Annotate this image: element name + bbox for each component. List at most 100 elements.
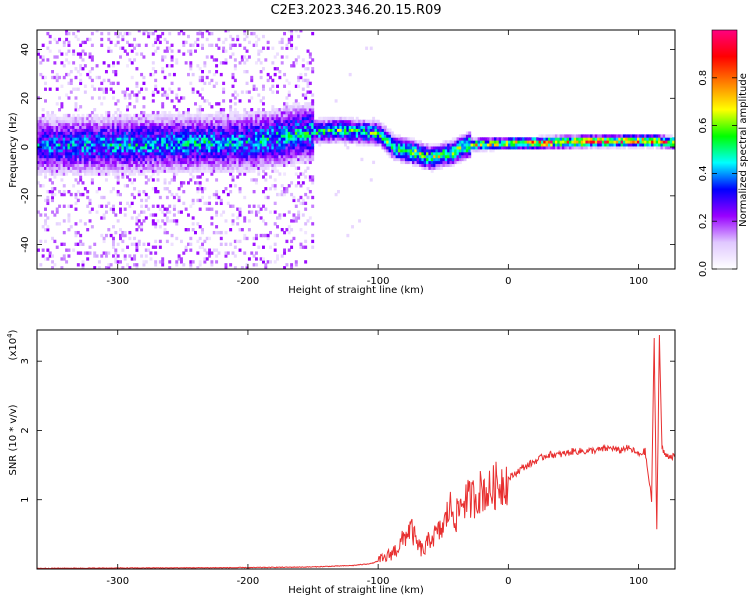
spectrogram-cell (224, 119, 228, 124)
spectrogram-cell (208, 128, 212, 132)
spectrogram-cell (243, 166, 247, 170)
spectrogram-cell (179, 122, 183, 126)
spectrogram-cell (449, 157, 453, 162)
spectrogram-cell (571, 134, 575, 138)
spectrogram-cell (114, 257, 118, 261)
spectrogram-cell (142, 55, 146, 59)
spectrogram-cell (273, 222, 277, 226)
spectrogram-cell (175, 154, 179, 159)
spectrogram-cell (538, 146, 542, 150)
x-tick-label: -200 (237, 276, 260, 287)
spectrogram-cell (245, 149, 249, 153)
spectrogram-cell (168, 204, 172, 208)
spectrogram-cell (416, 157, 420, 162)
spectrogram-cell (194, 151, 197, 156)
spectrogram-cell (88, 37, 92, 42)
spectrogram-cell (257, 166, 261, 170)
spectrogram-cell (55, 134, 59, 138)
spectrogram-cell (151, 146, 155, 150)
spectrogram-cell (102, 131, 106, 135)
spectrogram-cell (44, 87, 47, 91)
spectrogram-cell (53, 263, 57, 267)
spectrogram-cell (454, 137, 458, 141)
spectrogram-cell (55, 146, 59, 150)
spectrogram-cell (100, 151, 104, 156)
spectrogram-cell (254, 233, 258, 238)
spectrogram-cell (266, 146, 270, 150)
spectrogram-cell (503, 143, 507, 147)
spectrogram-cell (208, 195, 212, 200)
spectrogram-cell (261, 219, 265, 223)
spectrogram-cell (611, 134, 615, 138)
spectrogram-cell (294, 140, 298, 144)
spectrogram-cell (72, 151, 76, 156)
spectrogram-cell (215, 131, 219, 135)
spectrogram-cell (430, 169, 434, 173)
spectrogram-cell (88, 210, 92, 214)
spectrogram-cell (72, 113, 76, 118)
spectrogram-cell (93, 166, 97, 170)
spectrogram-cell (95, 113, 99, 118)
spectrogram-cell (271, 110, 275, 115)
spectrogram-cell (355, 128, 359, 132)
spectrogram-cell (231, 154, 235, 159)
spectrogram-cell (212, 146, 216, 150)
spectrogram-cell (308, 160, 312, 165)
spectrogram-cell (205, 149, 209, 153)
spectrogram-cell (594, 146, 598, 150)
spectrogram-cell (236, 216, 240, 220)
spectrogram-cell (644, 140, 647, 144)
spectrogram-cell (299, 160, 303, 165)
spectrogram-cell (175, 125, 179, 129)
spectrogram-cell (53, 122, 57, 126)
spectrogram-cell (285, 143, 289, 147)
spectrogram-cell (107, 160, 111, 165)
spectrogram-cell (294, 131, 298, 135)
spectrogram-cell (121, 166, 125, 170)
spectrogram-cell (163, 131, 167, 135)
spectrogram-cell (142, 149, 146, 153)
spectrogram-cell (329, 125, 333, 129)
spectrogram-cell (456, 137, 460, 141)
spectrogram-cell (62, 204, 66, 208)
spectrogram-cell (231, 122, 235, 126)
spectrogram-cell (44, 213, 47, 217)
spectrogram-cell (186, 169, 190, 173)
spectrogram-cell (48, 251, 52, 255)
spectrogram-cell (165, 128, 169, 132)
spectrogram-cell (116, 61, 120, 65)
spectrogram-cell (48, 160, 52, 165)
spectrogram-cell (198, 169, 202, 173)
spectrogram-cell (140, 169, 144, 173)
spectrogram-cell (297, 166, 301, 170)
spectrogram-cell (224, 143, 228, 147)
spectrogram-cell (620, 140, 624, 144)
spectrogram-cell (48, 87, 52, 91)
spectrogram-cell (151, 67, 155, 71)
spectrogram-cell (222, 134, 226, 138)
spectrogram-cell (336, 128, 340, 132)
spectrogram-cell (243, 128, 247, 132)
spectrogram-cell (301, 181, 305, 185)
spectrogram-cell (252, 189, 256, 194)
spectrogram-cell (189, 204, 193, 208)
spectrogram-cell (123, 172, 127, 176)
spectrogram-cell (184, 157, 188, 162)
spectrogram-cell (290, 146, 294, 150)
spectrogram-cell (393, 149, 397, 153)
spectrogram-cell (149, 113, 153, 118)
spectrogram-cell (301, 128, 305, 132)
spectrogram-cell (662, 137, 666, 141)
spectrogram-cell (529, 143, 533, 147)
spectrogram-cell (147, 154, 151, 159)
spectrogram-cell (172, 143, 176, 147)
spectrogram-cell (529, 146, 533, 150)
spectrogram-cell (599, 134, 603, 138)
spectrogram-cell (189, 260, 193, 264)
spectrogram-cell (247, 119, 251, 124)
spectrogram-cell (151, 131, 155, 135)
spectrogram-cell (179, 113, 183, 118)
spectrogram-cell (194, 119, 197, 124)
spectrogram-cell (130, 201, 134, 206)
spectrogram-cell (128, 125, 132, 129)
